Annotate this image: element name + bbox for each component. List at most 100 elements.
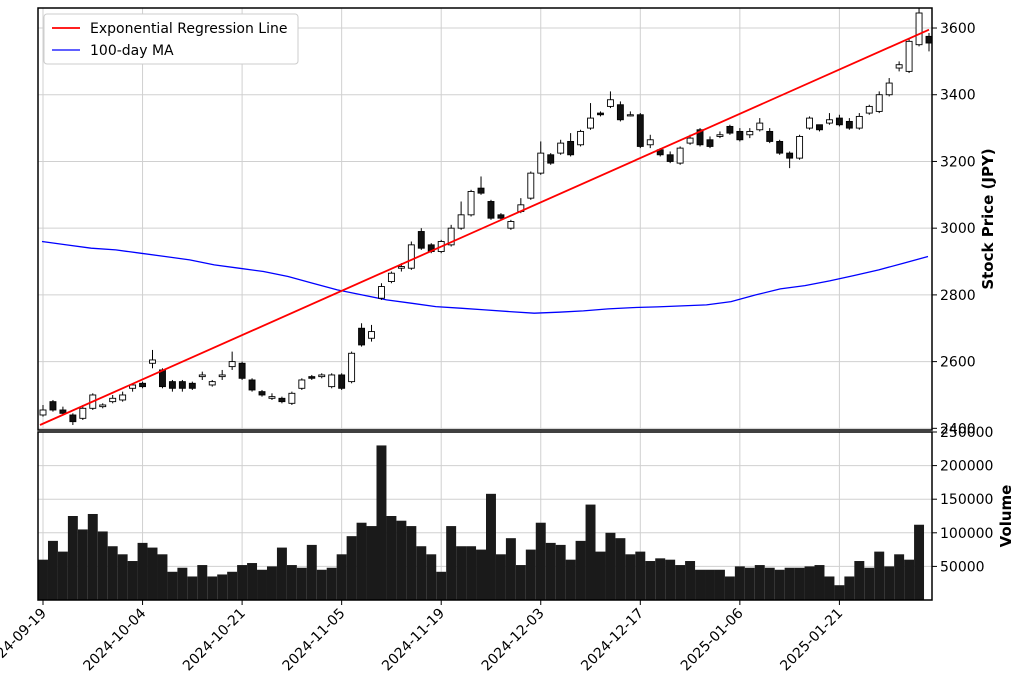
volume-bar [286, 565, 297, 600]
volume-ytick-label: 100000 [940, 526, 993, 542]
candle-body-down [567, 140, 575, 156]
volume-bar [824, 576, 835, 600]
volume-bar [615, 538, 626, 600]
candle [378, 283, 385, 300]
candle [736, 128, 744, 142]
volume-bar [456, 546, 467, 600]
volume-bar [326, 567, 337, 600]
candle-body-down [547, 154, 555, 164]
candle [268, 393, 276, 400]
volume-bar [754, 565, 765, 600]
candle-body-up [716, 134, 724, 137]
volume-bar [605, 532, 616, 600]
price-ytick-label: 3000 [940, 221, 976, 237]
volume-bar [127, 561, 138, 600]
candle-body-up [905, 40, 913, 72]
candle [597, 111, 604, 117]
volume-bar [316, 569, 327, 600]
candle-body-up [686, 137, 694, 144]
volume-bar [207, 576, 218, 600]
volume-bar [874, 551, 885, 600]
volume-bar [466, 546, 477, 600]
volume-bar [884, 566, 895, 600]
volume-bar [914, 524, 925, 600]
candle [417, 228, 425, 250]
legend-label-ma: 100-day MA [90, 43, 174, 59]
volume-bar [764, 567, 775, 600]
date-tick-label: 2024-11-19 [379, 606, 448, 675]
candle-body-down [835, 117, 843, 126]
candle [178, 379, 186, 392]
candle [248, 378, 256, 392]
candle-body-down [726, 125, 734, 134]
date-tick-label: 2024-10-04 [81, 605, 150, 674]
volume-bar [77, 529, 88, 600]
candle-body-up [348, 352, 356, 383]
candle [198, 371, 206, 380]
volume-bar [734, 566, 745, 600]
volume-bar [695, 569, 706, 600]
candle-body-up [806, 117, 813, 129]
candle-body-up [447, 227, 455, 246]
candle-body-up [129, 384, 137, 389]
candle [537, 141, 545, 175]
candle [895, 61, 903, 72]
legend-box [43, 13, 299, 65]
date-tick-label: 2024-12-03 [479, 606, 548, 675]
volume-bar [366, 526, 377, 600]
candle-body-up [228, 361, 236, 368]
candle [587, 103, 594, 130]
candle [766, 128, 774, 144]
candle-body-up [796, 135, 804, 159]
volume-ytick-label: 150000 [940, 492, 993, 508]
volume-bar [266, 566, 277, 600]
volume-bar [486, 493, 496, 600]
candle [606, 91, 614, 109]
candle-body-up [467, 191, 475, 216]
candle-body-up [507, 221, 515, 229]
price-ytick-label: 2600 [940, 355, 976, 371]
volume-bar [774, 569, 785, 600]
candle [467, 189, 475, 217]
candle-body-up [915, 12, 923, 46]
candle-body-up [298, 379, 306, 389]
volume-bar [834, 585, 845, 600]
volume-bar [894, 554, 905, 600]
date-axis: 2024-09-19 2024-10-04 2024-10-21 2024-11-05… [0, 600, 846, 674]
candle-body-up [99, 404, 107, 408]
candle-body-up [527, 172, 535, 199]
candle-body-up [198, 374, 206, 378]
volume-bar [744, 567, 755, 600]
candle-body-down [258, 391, 266, 396]
volume-bar [794, 567, 805, 600]
volume-yticks: 50000 100000 150000 200000 250000 [932, 425, 993, 575]
candle [358, 323, 366, 347]
volume-bar [505, 538, 516, 600]
candle [387, 271, 395, 284]
candle [676, 146, 684, 165]
candle-body-up [895, 64, 903, 69]
candle [238, 361, 246, 380]
candle-body-down [139, 382, 147, 388]
volume-border [37, 431, 933, 601]
volume-bar [426, 554, 437, 600]
price-border [37, 7, 933, 431]
candle-body-down [69, 414, 77, 423]
candle [716, 131, 724, 139]
candle [636, 113, 644, 149]
candle-body-up [626, 114, 634, 117]
candle [875, 91, 883, 114]
volume-ytick-label: 250000 [940, 425, 993, 441]
candle-body-up [387, 272, 395, 282]
candle-body-up [756, 122, 764, 131]
candle [666, 151, 674, 164]
volume-bar [844, 576, 855, 600]
volume-bar [575, 540, 586, 600]
volume-bar [655, 558, 666, 600]
volume-bar [107, 546, 118, 600]
candle-body-down [477, 187, 485, 194]
candle [865, 104, 873, 115]
legend: Exponential Regression Line 100-day MA [43, 13, 299, 65]
volume-bar [197, 565, 208, 600]
candle [885, 78, 893, 97]
